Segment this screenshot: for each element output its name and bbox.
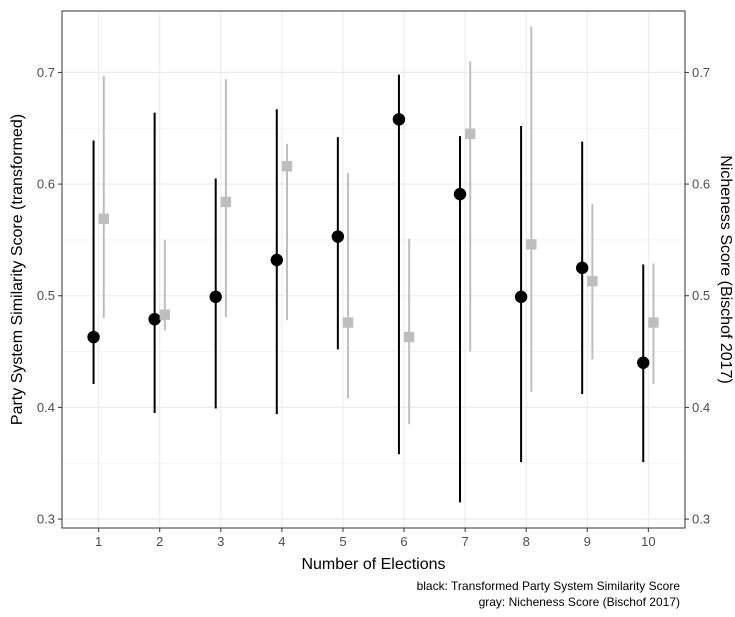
y-tick-label-left: 0.5 bbox=[37, 288, 55, 303]
x-tick-label: 4 bbox=[278, 534, 285, 549]
data-point bbox=[514, 290, 528, 304]
data-point bbox=[587, 276, 598, 287]
y-tick-label-right: 0.5 bbox=[692, 288, 710, 303]
caption-line-2: gray: Nicheness Score (Bischof 2017) bbox=[479, 595, 680, 609]
data-point bbox=[403, 331, 415, 343]
y-tick-label-right: 0.3 bbox=[692, 512, 710, 527]
data-point bbox=[648, 317, 659, 328]
x-tick-label: 8 bbox=[523, 534, 530, 549]
data-point bbox=[98, 213, 109, 224]
x-tick-label: 5 bbox=[339, 534, 346, 549]
marks bbox=[87, 26, 659, 503]
x-tick-label: 2 bbox=[156, 534, 163, 549]
caption-line-1: black: Transformed Party System Similari… bbox=[417, 579, 681, 593]
x-tick-label: 3 bbox=[217, 534, 224, 549]
data-point bbox=[281, 161, 293, 172]
x-tick-label: 7 bbox=[462, 534, 469, 549]
y-tick-label-right: 0.7 bbox=[692, 65, 710, 80]
y-tick-label-right: 0.6 bbox=[692, 177, 710, 192]
data-point bbox=[270, 253, 283, 267]
y-axis-title-left: Party System Similarity Score (transform… bbox=[9, 114, 26, 425]
data-point bbox=[331, 230, 345, 243]
data-point bbox=[465, 128, 476, 140]
x-tick-label: 1 bbox=[95, 534, 102, 549]
panel-border bbox=[61, 10, 686, 529]
data-point bbox=[637, 356, 650, 369]
x-axis-title: Number of Elections bbox=[301, 556, 445, 573]
y-tick-label-right: 0.4 bbox=[692, 400, 710, 415]
y-axis-title-right: Nicheness Score (Bischof 2017) bbox=[717, 155, 734, 384]
data-point bbox=[148, 312, 161, 326]
y-tick-label-left: 0.6 bbox=[37, 177, 55, 192]
data-point bbox=[87, 330, 100, 344]
data-point bbox=[159, 309, 171, 320]
axes: 0.3 0.3 0.4 0.4 0.5 0.5 0.6 0.6 0.7 0.7 1 2 3 4 5 6 7 8 9 1… bbox=[37, 65, 710, 549]
data-point bbox=[575, 261, 589, 275]
x-tick-label: 9 bbox=[584, 534, 591, 549]
data-point bbox=[209, 290, 222, 304]
data-point bbox=[342, 317, 354, 328]
data-point bbox=[526, 239, 537, 250]
x-tick-label: 6 bbox=[400, 534, 407, 549]
y-tick-label-left: 0.3 bbox=[37, 512, 55, 527]
y-tick-label-left: 0.7 bbox=[37, 65, 55, 80]
data-point bbox=[220, 196, 232, 208]
data-point bbox=[392, 113, 406, 126]
x-tick-label: 10 bbox=[641, 534, 655, 549]
data-point bbox=[453, 187, 467, 201]
y-tick-label-left: 0.4 bbox=[37, 400, 55, 415]
